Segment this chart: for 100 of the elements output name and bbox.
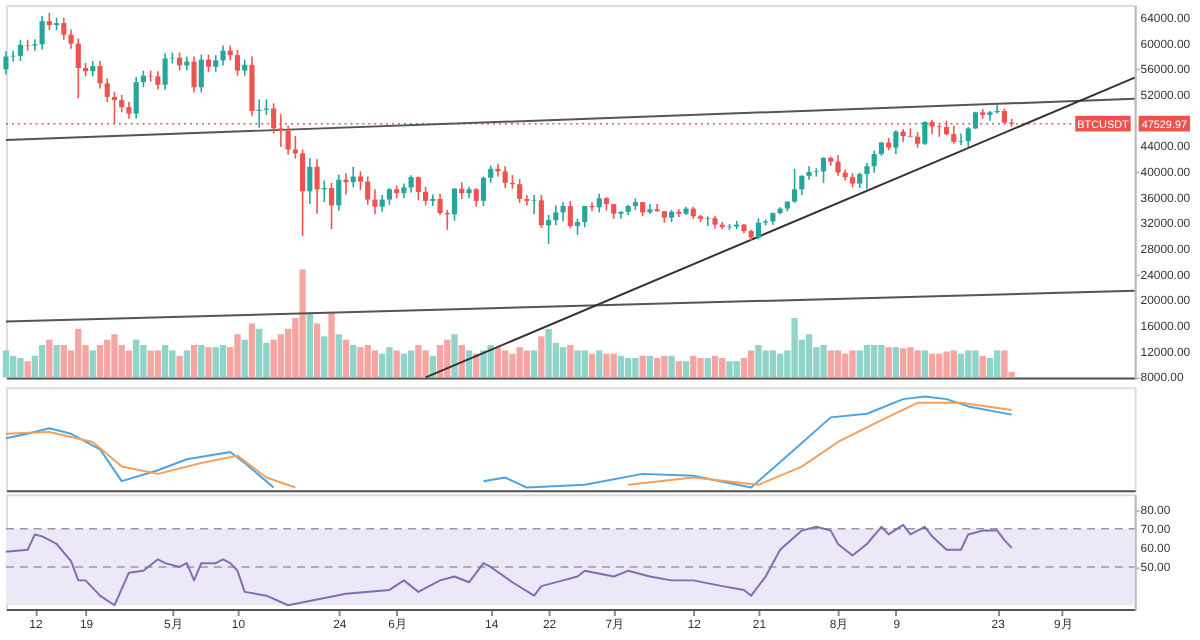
bar <box>762 350 769 378</box>
bar <box>581 350 588 378</box>
bar <box>719 357 726 378</box>
candlestick <box>39 15 45 51</box>
candlestick <box>734 219 740 230</box>
bar <box>248 323 256 378</box>
bar <box>979 355 986 378</box>
bar <box>147 350 154 378</box>
candlestick <box>524 194 530 207</box>
bar <box>60 345 67 378</box>
bar <box>183 350 190 378</box>
bar <box>596 350 603 378</box>
bar <box>668 355 675 378</box>
candlestick <box>328 182 335 230</box>
bar <box>617 355 625 378</box>
bar <box>871 345 878 378</box>
bar <box>219 345 227 378</box>
bar <box>885 347 892 378</box>
candlestick <box>560 201 566 223</box>
candlestick <box>249 55 255 117</box>
bar <box>936 353 943 378</box>
bar <box>313 323 321 378</box>
candlestick <box>980 108 986 120</box>
bar <box>328 312 335 378</box>
candlestick <box>343 172 349 196</box>
candlestick <box>234 49 241 77</box>
candlestick <box>893 129 899 155</box>
bar <box>878 345 885 378</box>
bar <box>834 350 842 378</box>
candlestick <box>705 215 711 227</box>
bar <box>921 350 928 378</box>
candlestick <box>300 148 306 237</box>
bar <box>892 347 900 378</box>
bar <box>856 350 863 378</box>
bar <box>502 350 509 378</box>
candlestick <box>307 157 313 205</box>
bar <box>371 350 379 378</box>
bar <box>393 350 400 378</box>
bar <box>104 339 111 378</box>
bar <box>17 357 24 378</box>
bar <box>198 345 205 378</box>
bar <box>820 345 827 378</box>
bar <box>379 353 386 378</box>
bar <box>574 350 581 378</box>
bar <box>407 350 415 378</box>
bar <box>986 357 994 378</box>
bar <box>740 357 748 378</box>
candlestick <box>958 132 964 146</box>
candlestick <box>437 193 443 216</box>
bar <box>755 345 762 378</box>
bar <box>625 357 632 378</box>
candlestick <box>965 126 971 148</box>
bar <box>212 347 219 378</box>
bar <box>972 350 979 378</box>
candlestick <box>336 173 342 212</box>
bar <box>791 318 798 378</box>
bar <box>928 353 936 378</box>
bar <box>125 350 133 378</box>
candlestick <box>423 185 429 207</box>
bar <box>154 350 162 378</box>
candlestick <box>285 125 291 156</box>
bar <box>805 334 813 378</box>
bar <box>748 350 755 378</box>
bar <box>559 347 567 378</box>
bar <box>711 355 719 378</box>
bar <box>161 345 169 378</box>
candlestick <box>415 175 421 202</box>
bar <box>769 350 777 378</box>
candlestick <box>314 158 320 215</box>
candlestick <box>922 120 928 146</box>
candlestick <box>538 194 544 229</box>
bar <box>176 355 183 378</box>
bar <box>53 345 60 378</box>
bar <box>133 339 140 378</box>
candlestick <box>755 217 761 241</box>
bar <box>899 348 907 378</box>
bar <box>610 353 617 378</box>
bar <box>914 350 921 378</box>
candlestick <box>17 38 23 62</box>
bar <box>2 350 10 378</box>
bar <box>950 350 957 378</box>
candlestick <box>162 52 168 91</box>
candlestick <box>676 208 682 218</box>
candlestick <box>987 110 993 122</box>
bar <box>400 353 408 378</box>
bar <box>306 312 313 378</box>
candlestick <box>820 156 827 184</box>
bar <box>682 361 690 378</box>
candlestick <box>61 17 67 41</box>
bar <box>46 339 53 378</box>
line-series <box>4 523 1013 607</box>
bar <box>776 353 784 378</box>
bar <box>299 269 306 378</box>
candlestick <box>451 187 458 222</box>
candlestick <box>155 70 161 91</box>
candlestick <box>75 37 81 99</box>
bar <box>256 328 263 378</box>
candlestick <box>372 188 378 216</box>
bar <box>205 347 212 378</box>
bar <box>24 361 31 378</box>
